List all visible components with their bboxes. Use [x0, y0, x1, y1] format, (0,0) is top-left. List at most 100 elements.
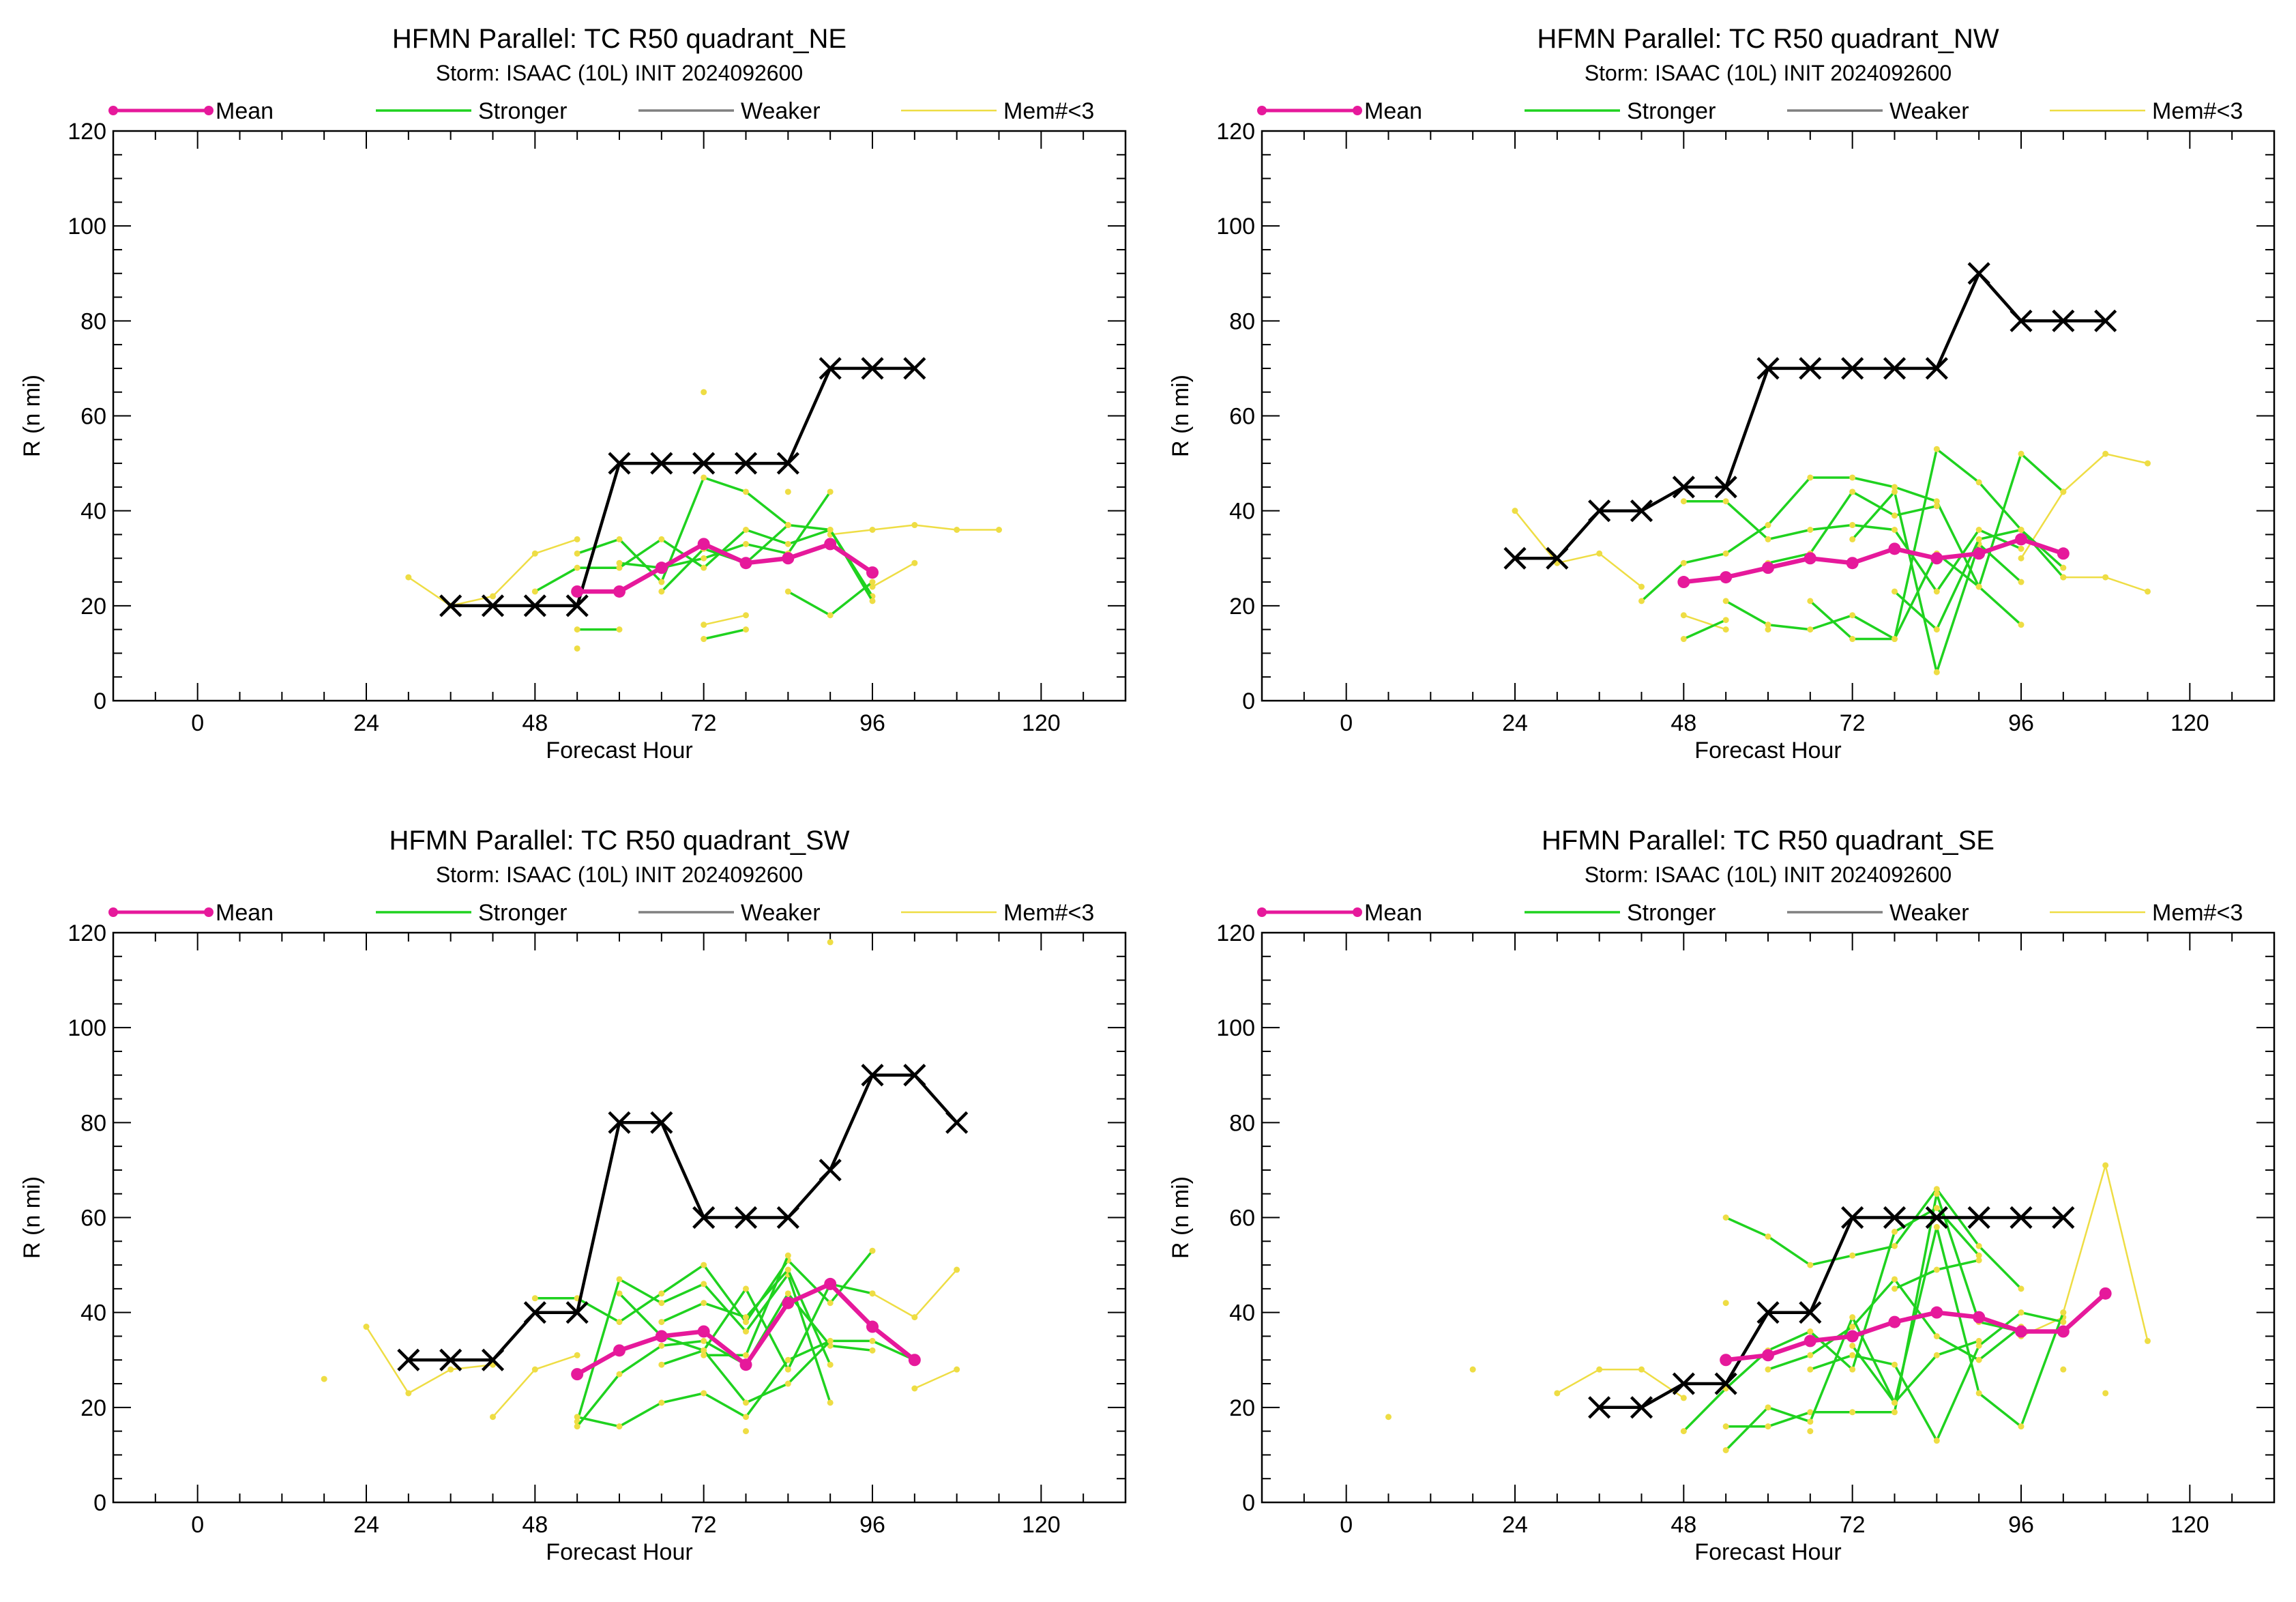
member-point-marker [574, 1414, 580, 1421]
member-point-marker [574, 564, 580, 571]
series-group [405, 357, 1002, 652]
member-point-marker [1849, 1324, 1856, 1330]
member-point-marker [1385, 1414, 1392, 1421]
series-line-stronger [1725, 1188, 2022, 1290]
observed-point-marker [1756, 1301, 1780, 1324]
series-line-few [1683, 614, 1726, 630]
member-point-marker [701, 1337, 707, 1344]
y-tick-label: 100 [1216, 214, 1255, 239]
member-point-marker [1680, 1428, 1687, 1435]
member-point-marker [658, 1361, 665, 1368]
series-few [701, 612, 749, 628]
y-tick-label: 80 [80, 1110, 106, 1136]
chart-title: HFMN Parallel: TC R50 quadrant_NW [1537, 24, 1999, 54]
observed-point-marker [650, 1111, 673, 1134]
y-tick-label: 20 [1229, 594, 1255, 620]
x-tick-label: 48 [522, 1512, 548, 1538]
member-point-marker [784, 1380, 791, 1387]
member-point-marker [447, 1366, 454, 1373]
mean-point-marker [1888, 1315, 1901, 1328]
member-point-marker [2102, 574, 2109, 581]
mean-point-marker [824, 1277, 837, 1290]
member-point-marker [531, 550, 538, 557]
observed-point-marker [1841, 1206, 1864, 1229]
observed-point-marker [1925, 357, 1948, 380]
mean-point-marker [1804, 552, 1816, 565]
y-tick-label: 100 [68, 1015, 106, 1041]
member-point-marker [784, 1356, 791, 1363]
legend: Mean Stronger Weaker Mem#<3 [1257, 98, 2243, 124]
observed-point-marker [565, 594, 589, 617]
mean-point-marker [697, 538, 710, 551]
y-tick-label: 100 [68, 214, 106, 239]
observed-point-marker [1967, 1206, 1990, 1229]
member-point-marker [2018, 579, 2025, 585]
series-stronger [1892, 1257, 1982, 1292]
member-point-marker [1892, 1399, 1898, 1406]
member-point-marker [911, 522, 918, 529]
member-point-marker [869, 579, 876, 585]
member-point-marker [1722, 626, 1729, 633]
member-point-marker [743, 489, 749, 495]
member-point-marker [869, 1247, 876, 1254]
member-point-marker [616, 626, 623, 633]
observed-point-marker [650, 452, 673, 475]
observed-point-marker [1630, 499, 1653, 523]
y-tick-label: 120 [68, 119, 106, 145]
observed-point-marker [565, 1301, 589, 1324]
y-tick-label: 60 [80, 404, 106, 430]
series-observed [1588, 1206, 2075, 1419]
observed-point-marker [1714, 476, 1737, 499]
member-point-marker [954, 527, 960, 533]
member-point-marker [1469, 1366, 1476, 1373]
x-tick-label: 120 [2170, 1512, 2209, 1538]
observed-point-marker [481, 1348, 505, 1371]
observed-point-marker [1630, 1396, 1653, 1419]
member-point-marker [1892, 1285, 1898, 1292]
member-point-marker [1765, 522, 1771, 529]
legend-label-weaker: Weaker [1889, 900, 1969, 926]
mean-point-marker [697, 1325, 710, 1338]
legend-label-mean: Mean [1364, 98, 1422, 124]
member-point-marker [2018, 622, 2025, 628]
legend-label-few: Mem#<3 [1003, 900, 1094, 926]
y-axis-title: R (n mi) [19, 375, 45, 457]
series-stronger [658, 1337, 834, 1406]
member-point-marker [1975, 1337, 1982, 1344]
mean-point-marker [1930, 552, 1943, 565]
series-line-stronger [661, 1340, 831, 1404]
series-stronger [658, 1266, 834, 1368]
series-line-stronger [576, 476, 874, 602]
y-axis-title: R (n mi) [1168, 375, 1194, 457]
x-tick-label: 72 [1840, 710, 1866, 736]
x-tick-label: 72 [691, 1512, 717, 1538]
member-point-marker [911, 559, 918, 566]
series-observed [439, 357, 926, 617]
member-point-marker [827, 612, 834, 619]
observed-point-marker [903, 1064, 926, 1087]
member-point-marker [531, 588, 538, 595]
x-tick-label: 24 [1502, 1512, 1528, 1538]
mean-point-marker [1846, 557, 1859, 570]
member-point-marker [1892, 636, 1898, 643]
x-axis-title: Forecast Hour [1694, 738, 1841, 763]
chart-subtitle: Storm: ISAAC (10L) INIT 2024092600 [1585, 61, 1952, 85]
series-group [321, 939, 969, 1435]
series-line-stronger [1851, 1339, 1979, 1404]
series-line-few [2062, 1164, 2149, 1341]
member-point-marker [1807, 1418, 1814, 1425]
observed-point-marker [1925, 1206, 1948, 1229]
series-stronger [1680, 1205, 1982, 1435]
mean-point-marker [1720, 571, 1733, 584]
legend-marker-mean-start [1257, 106, 1267, 115]
observed-point-marker [734, 1206, 758, 1229]
series-few [784, 489, 791, 495]
member-point-marker [1892, 1361, 1898, 1368]
member-point-marker [2060, 564, 2067, 571]
observed-point-marker [2010, 309, 2033, 332]
mean-point-marker [2099, 1287, 2112, 1300]
member-point-marker [1892, 484, 1898, 491]
member-point-marker [574, 550, 580, 557]
member-point-marker [1933, 1352, 1940, 1358]
member-point-marker [701, 1390, 707, 1397]
